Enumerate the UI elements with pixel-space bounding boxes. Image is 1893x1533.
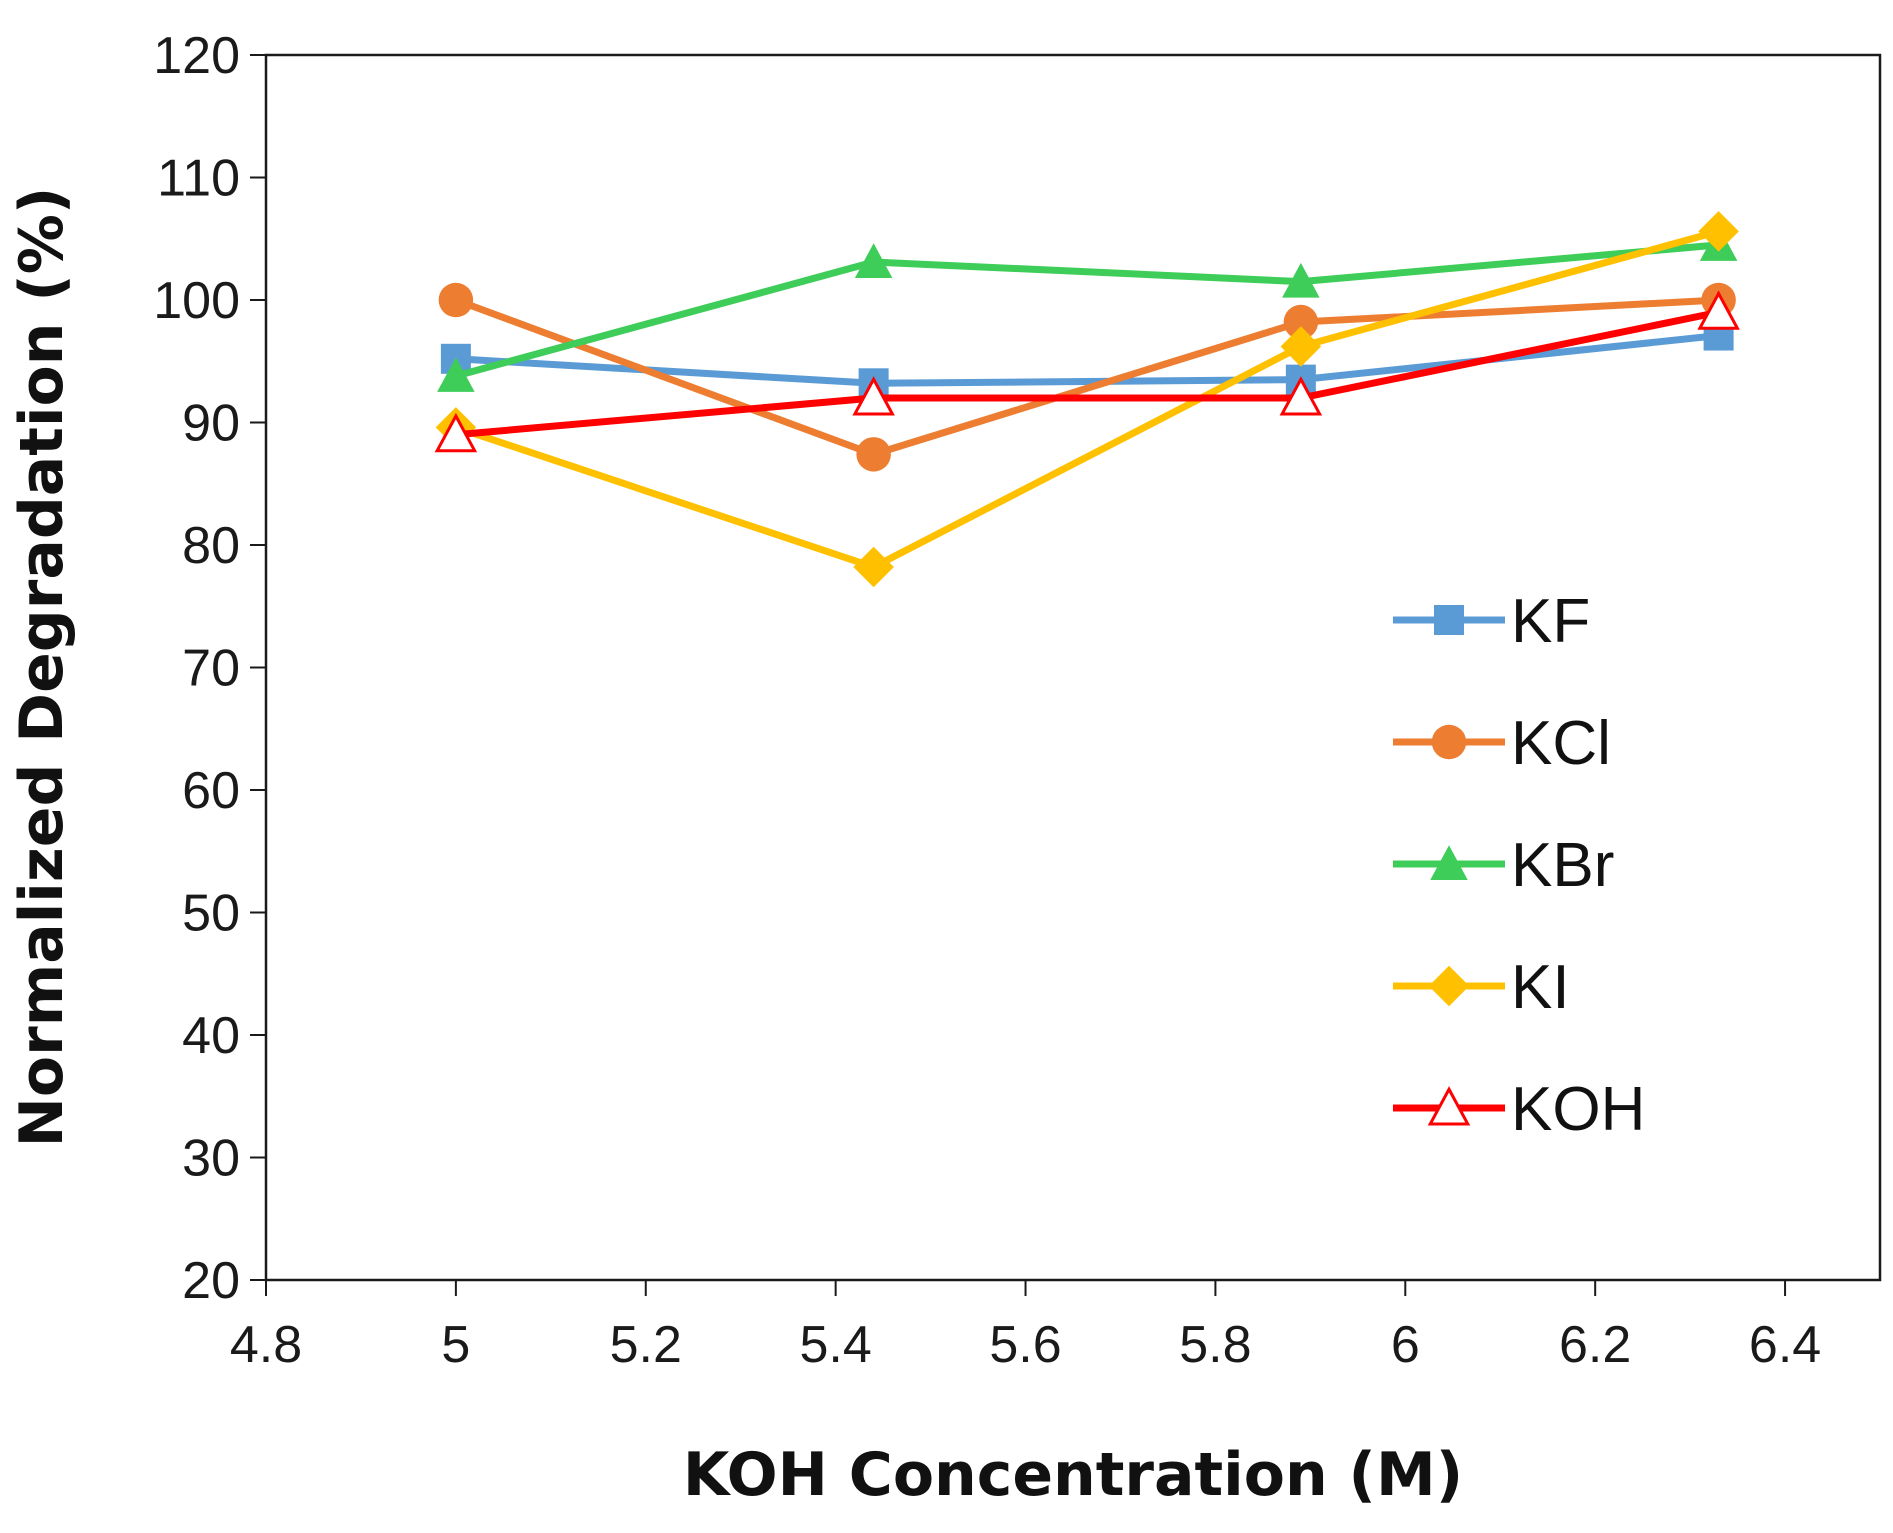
y-tick-label: 20 [182, 1252, 240, 1310]
legend-item-ki: KI [1393, 953, 1570, 1022]
y-axis-title: Normalized Degradation (%) [7, 187, 77, 1148]
data-point-ki [1698, 211, 1739, 252]
legend-swatch-marker [1427, 1086, 1471, 1126]
legend-item-kf: KF [1393, 587, 1590, 656]
y-tick-label: 120 [153, 27, 240, 85]
data-point-kbr [437, 357, 475, 392]
data-point-koh [852, 376, 895, 416]
legend-item-koh: KOH [1393, 1075, 1645, 1144]
x-tick-label: 6.4 [1749, 1316, 1821, 1374]
data-point-kcl [856, 437, 891, 472]
y-tick-label: 110 [157, 150, 240, 208]
legend-swatch-marker [1428, 965, 1470, 1007]
y-tick-label: 50 [182, 885, 240, 943]
data-point-kcl [1283, 304, 1319, 340]
series-line-kbr [452, 241, 1723, 380]
y-tick-label: 30 [182, 1130, 240, 1188]
series-line-ki [452, 227, 1723, 571]
y-axis: 20 30 40 50 60 70 80 90 100 110 120 [153, 27, 266, 1310]
series-line-kcl [452, 296, 1723, 458]
y-tick-label: 80 [182, 517, 240, 575]
series-layer [434, 211, 1740, 588]
legend-label: KF [1511, 587, 1590, 656]
x-axis-title: KOH Concentration (M) [683, 1440, 1463, 1510]
data-point-koh [1697, 290, 1740, 330]
legend-label: KBr [1511, 831, 1614, 900]
legend-item-kcl: KCl [1393, 709, 1611, 778]
data-point-ki [853, 546, 894, 588]
data-point-koh [434, 412, 478, 453]
x-tick-label: 5.6 [989, 1316, 1061, 1374]
x-tick-label: 5.8 [1179, 1316, 1251, 1374]
legend: KF KCl KBr KI KOH [1393, 587, 1645, 1144]
x-axis: 4.8 5 5.2 5.4 5.6 5.8 6 6.2 6.4 [230, 1280, 1821, 1374]
x-tick-label: 6 [1391, 1316, 1420, 1374]
x-tick-label: 5.4 [799, 1316, 871, 1374]
y-tick-label: 70 [182, 640, 240, 698]
legend-label: KOH [1511, 1075, 1645, 1144]
series-kbr [437, 226, 1738, 392]
x-tick-label: 5 [441, 1316, 470, 1374]
data-point-ki [1280, 326, 1322, 367]
x-tick-label: 4.8 [230, 1316, 302, 1374]
legend-swatch-marker [1431, 724, 1467, 760]
data-point-kbr [854, 243, 893, 278]
legend-swatch-marker [1434, 605, 1464, 635]
series-line-koh [452, 308, 1723, 439]
series-koh [434, 290, 1740, 453]
x-tick-label: 6.2 [1559, 1316, 1631, 1374]
y-tick-label: 60 [182, 762, 240, 820]
data-point-kcl [438, 282, 474, 318]
y-tick-label: 100 [153, 272, 240, 330]
y-tick-label: 90 [182, 395, 240, 453]
y-tick-label: 40 [182, 1007, 240, 1065]
legend-item-kbr: KBr [1393, 831, 1614, 900]
legend-swatch-marker [1430, 845, 1468, 880]
legend-label: KI [1511, 953, 1570, 1022]
x-tick-label: 5.2 [610, 1316, 682, 1374]
legend-label: KCl [1511, 709, 1611, 778]
data-point-koh [1279, 376, 1323, 416]
data-point-kbr [1282, 262, 1320, 298]
